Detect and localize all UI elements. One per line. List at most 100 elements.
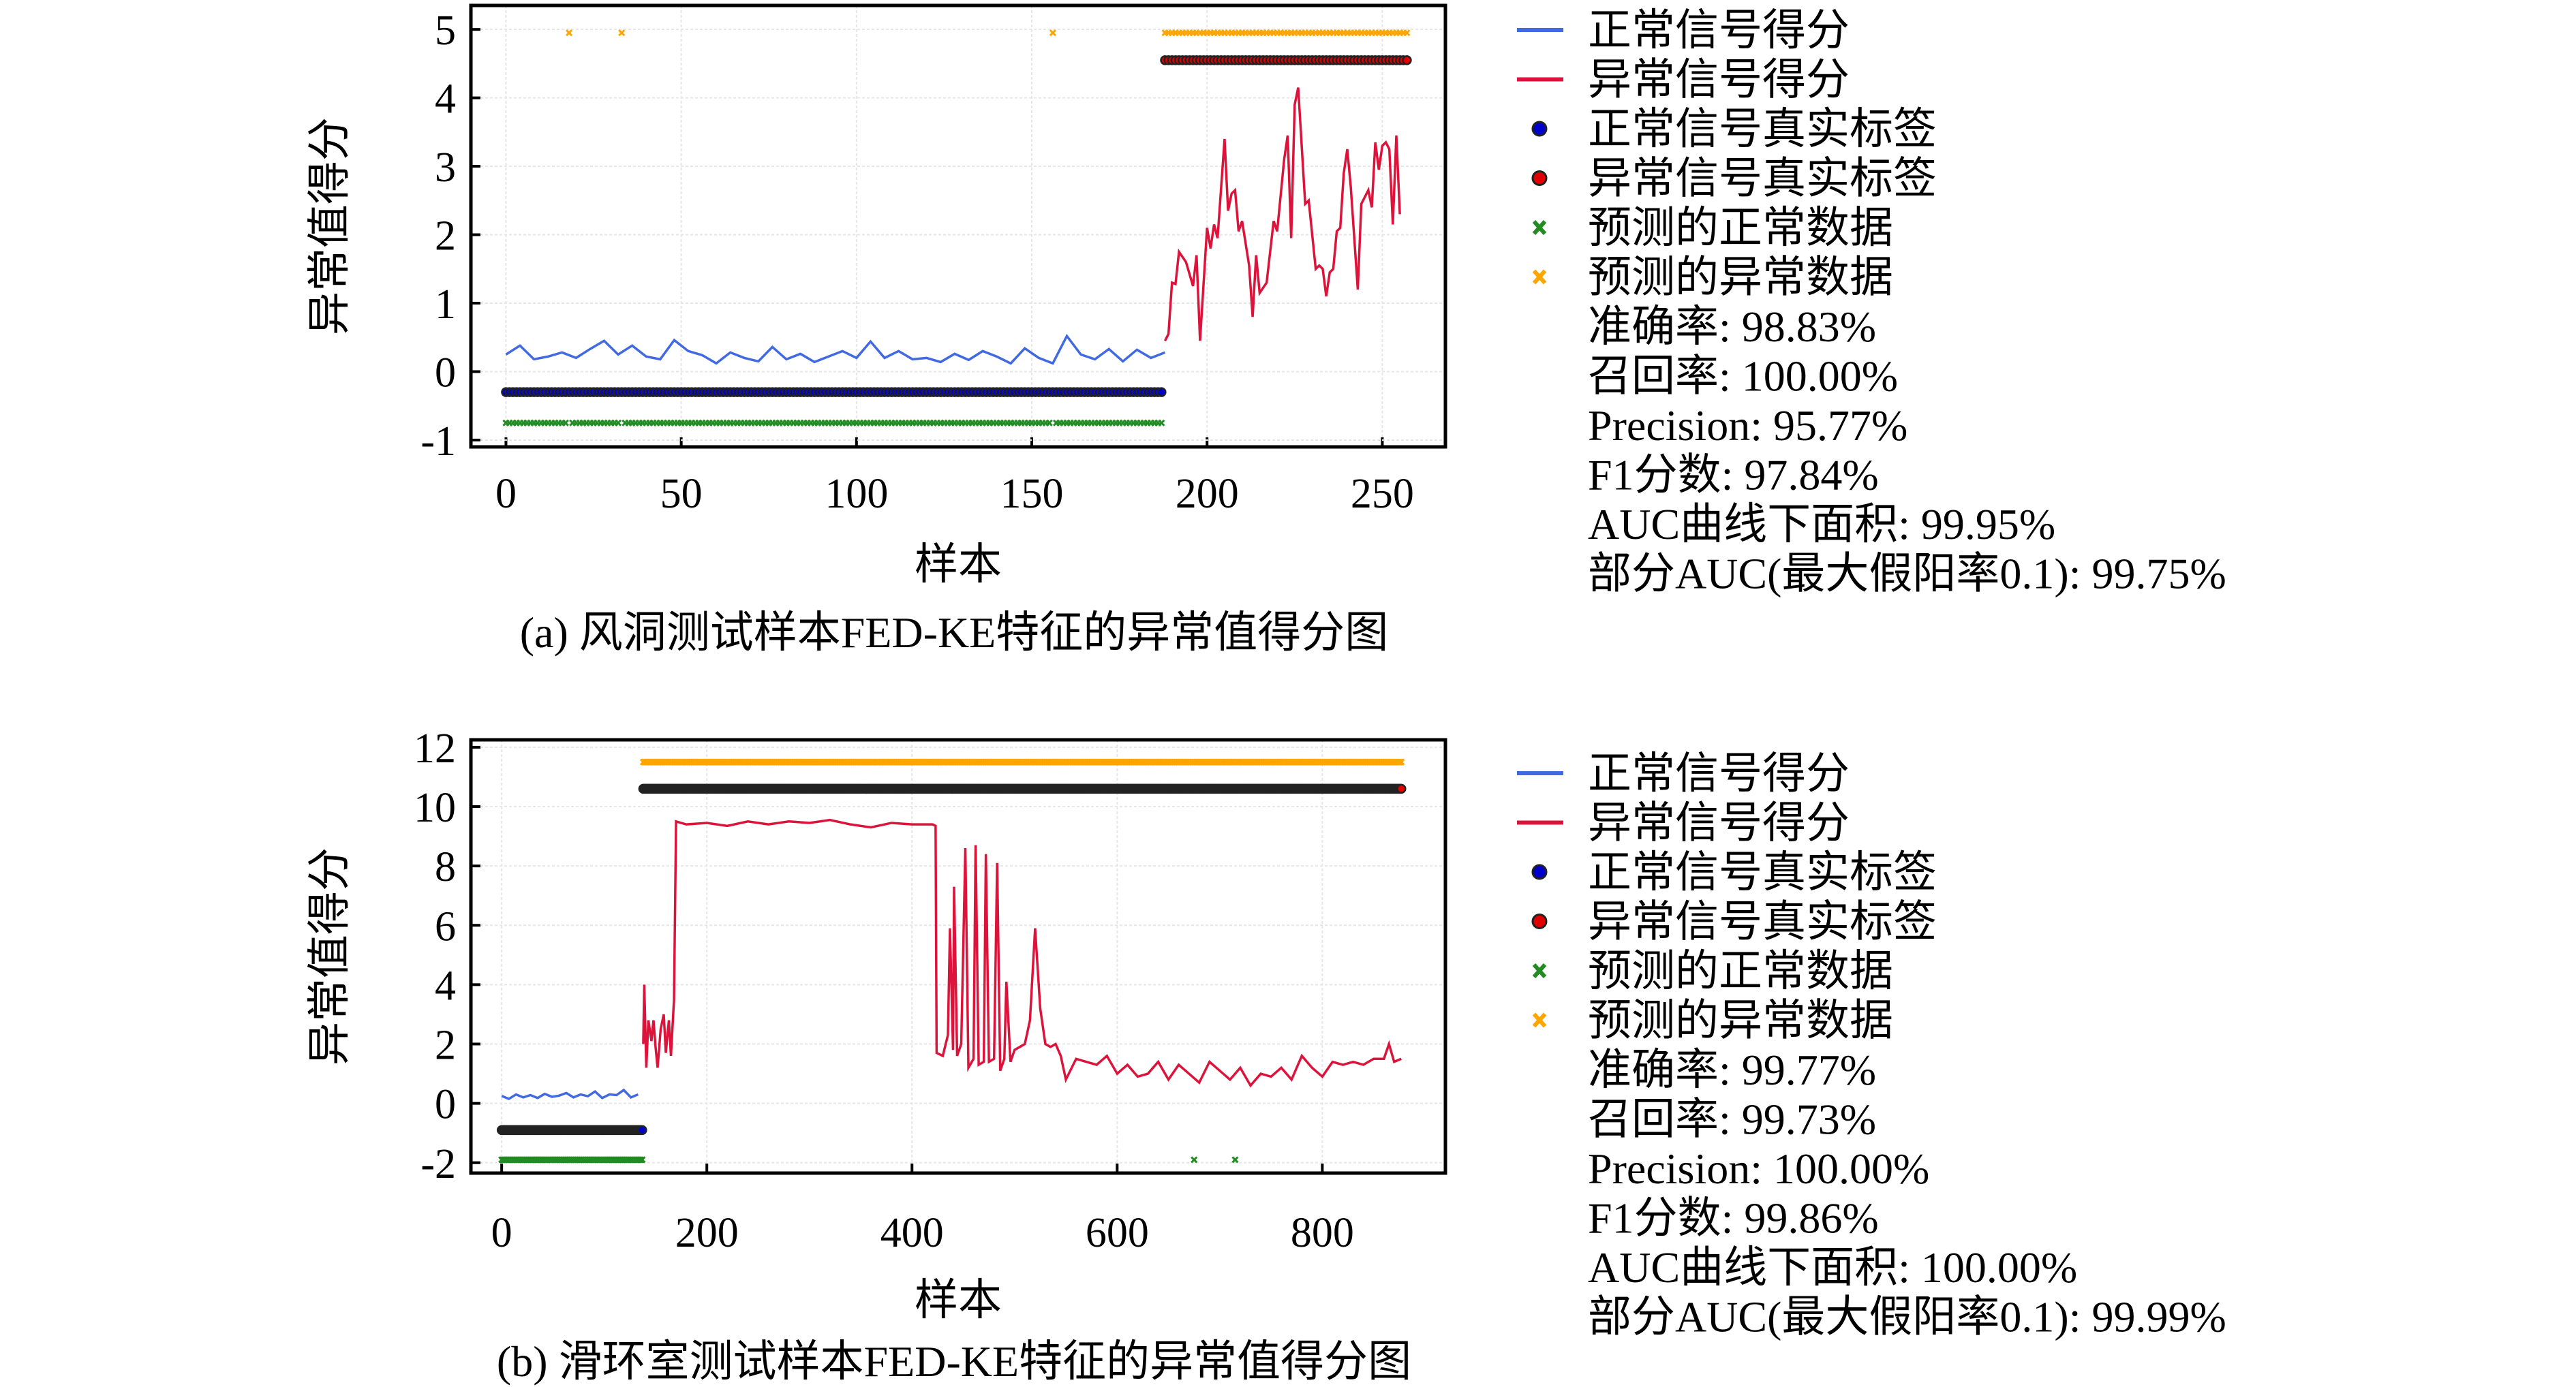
x-tick-label: 100 <box>825 471 888 517</box>
y-tick-label: 0 <box>435 349 456 396</box>
x-tick-label: 250 <box>1351 471 1414 517</box>
y-tick-label: 10 <box>414 785 456 831</box>
series-line <box>505 333 1166 365</box>
legend-cross-swatch <box>1532 1012 1547 1028</box>
prediction-cross <box>1398 758 1405 766</box>
x-tick-label: 200 <box>675 1210 739 1256</box>
metric-text: 部分AUC(最大假阳率0.1): 99.99% <box>1588 1293 2226 1341</box>
legend-dot-swatch <box>1531 121 1548 137</box>
x-tick-label: 400 <box>880 1210 944 1256</box>
figure-caption: (b) 滑环室测试样本FED-KE特征的异常值得分图 <box>497 1337 1411 1386</box>
prediction-cross <box>614 419 622 426</box>
metric-text: 召回率: 99.73% <box>1588 1095 1876 1144</box>
series-line <box>501 1088 639 1101</box>
y-tick-label: -1 <box>420 418 456 465</box>
metric-text: F1分数: 99.86% <box>1588 1194 1879 1243</box>
label-dot <box>637 1125 647 1136</box>
y-tick-label: 3 <box>435 144 456 191</box>
y-tick-label: 12 <box>414 726 456 772</box>
plot-frame <box>469 738 1447 1175</box>
x-tick-label: 150 <box>1000 471 1064 517</box>
label-dot <box>1396 783 1407 794</box>
legend-label: 异常信号得分 <box>1588 56 1850 104</box>
series-line <box>1163 87 1401 342</box>
x-tick-label: 50 <box>660 471 703 517</box>
legend-cross-swatch <box>1532 220 1547 235</box>
x-tick-label: 0 <box>491 1210 512 1256</box>
y-tick-label: 0 <box>435 1082 456 1128</box>
x-tick-label: 0 <box>495 471 517 517</box>
series-cross <box>502 419 1165 426</box>
metric-text: AUC曲线下面积: 100.00% <box>1588 1243 2077 1292</box>
prediction-cross <box>639 1156 646 1164</box>
prediction-cross <box>565 29 573 37</box>
x-axis-label: 样本 <box>915 1276 1002 1324</box>
x-tick-label: 800 <box>1291 1210 1354 1256</box>
metric-text: 准确率: 99.77% <box>1588 1046 1876 1094</box>
y-tick-label: -2 <box>420 1141 456 1187</box>
metric-text: AUC曲线下面积: 99.95% <box>1588 500 2055 548</box>
y-tick-label: 4 <box>435 76 456 123</box>
legend-label: 异常信号真实标签 <box>1588 898 1937 946</box>
legend-label: 正常信号真实标签 <box>1588 848 1937 897</box>
y-axis-label: 异常值得分 <box>305 847 354 1065</box>
series-line <box>505 333 1166 365</box>
series-line <box>501 1088 639 1101</box>
y-tick-label: 5 <box>435 7 456 54</box>
metric-text: Precision: 100.00% <box>1588 1144 1929 1193</box>
legend-label: 预测的异常数据 <box>1588 997 1893 1045</box>
x-tick-label: 600 <box>1086 1210 1149 1256</box>
series-cross <box>498 1156 1239 1164</box>
legend-label: 正常信号得分 <box>1588 6 1850 54</box>
series-line <box>642 818 1402 1088</box>
y-tick-label: 4 <box>435 963 456 1009</box>
metric-text: 准确率: 98.83% <box>1588 302 1876 351</box>
legend-cross-swatch <box>1532 269 1547 285</box>
series-dot <box>1160 55 1412 65</box>
figure-caption: (a) 风洞测试样本FED-KE特征的异常值得分图 <box>520 608 1389 657</box>
prediction-cross <box>1191 1156 1198 1164</box>
label-dot <box>1402 55 1412 65</box>
metric-text: Precision: 95.77% <box>1588 401 1907 450</box>
label-dot <box>1156 387 1167 397</box>
series-line <box>642 818 1402 1088</box>
y-tick-label: 2 <box>435 1023 456 1069</box>
prediction-cross <box>1045 419 1053 426</box>
legend-label: 预测的正常数据 <box>1588 204 1893 252</box>
y-tick-label: 2 <box>435 213 456 260</box>
panel-a: 0 50 100 150 200 250 -1 0 1 2 3 4 5 正常信号得分异常信号得分正常信号真… <box>305 3 2226 657</box>
prediction-cross <box>1231 1156 1239 1164</box>
prediction-cross <box>618 29 626 37</box>
prediction-cross <box>562 419 569 426</box>
legend-label: 预测的正常数据 <box>1588 947 1893 995</box>
legend-label: 异常信号得分 <box>1588 799 1850 847</box>
x-tick-label: 200 <box>1176 471 1239 517</box>
y-axis-label: 异常值得分 <box>305 117 354 335</box>
legend-label: 正常信号得分 <box>1588 749 1850 798</box>
series-cross <box>565 29 1411 37</box>
series-dot <box>638 783 1407 794</box>
metric-text: F1分数: 97.84% <box>1588 451 1879 499</box>
metric-text: 召回率: 100.00% <box>1588 352 1898 401</box>
legend-label: 异常信号真实标签 <box>1588 155 1937 203</box>
series-cross <box>639 758 1405 766</box>
plot-frame <box>469 3 1447 449</box>
legend-label: 预测的异常数据 <box>1588 253 1893 302</box>
legend-cross-swatch <box>1532 963 1547 978</box>
legend-dot-swatch <box>1531 170 1548 186</box>
prediction-cross <box>1403 29 1411 37</box>
series-dot <box>501 387 1167 397</box>
series-dot <box>496 1125 647 1136</box>
legend-dot-swatch <box>1531 914 1548 929</box>
series-line <box>1163 87 1401 342</box>
y-tick-label: 8 <box>435 844 456 890</box>
metric-text: 部分AUC(最大假阳率0.1): 99.75% <box>1588 550 2226 598</box>
panel-b: 0 200 400 600 800 -2 0 2 4 6 8 10 12 正常信号得分异常信号得分正常信号… <box>305 726 2226 1386</box>
y-tick-label: 1 <box>435 281 456 328</box>
legend-dot-swatch <box>1531 864 1548 880</box>
x-axis-label: 样本 <box>915 540 1002 589</box>
legend-label: 正常信号真实标签 <box>1588 105 1937 153</box>
prediction-cross <box>1049 29 1056 37</box>
prediction-cross <box>1158 419 1165 426</box>
